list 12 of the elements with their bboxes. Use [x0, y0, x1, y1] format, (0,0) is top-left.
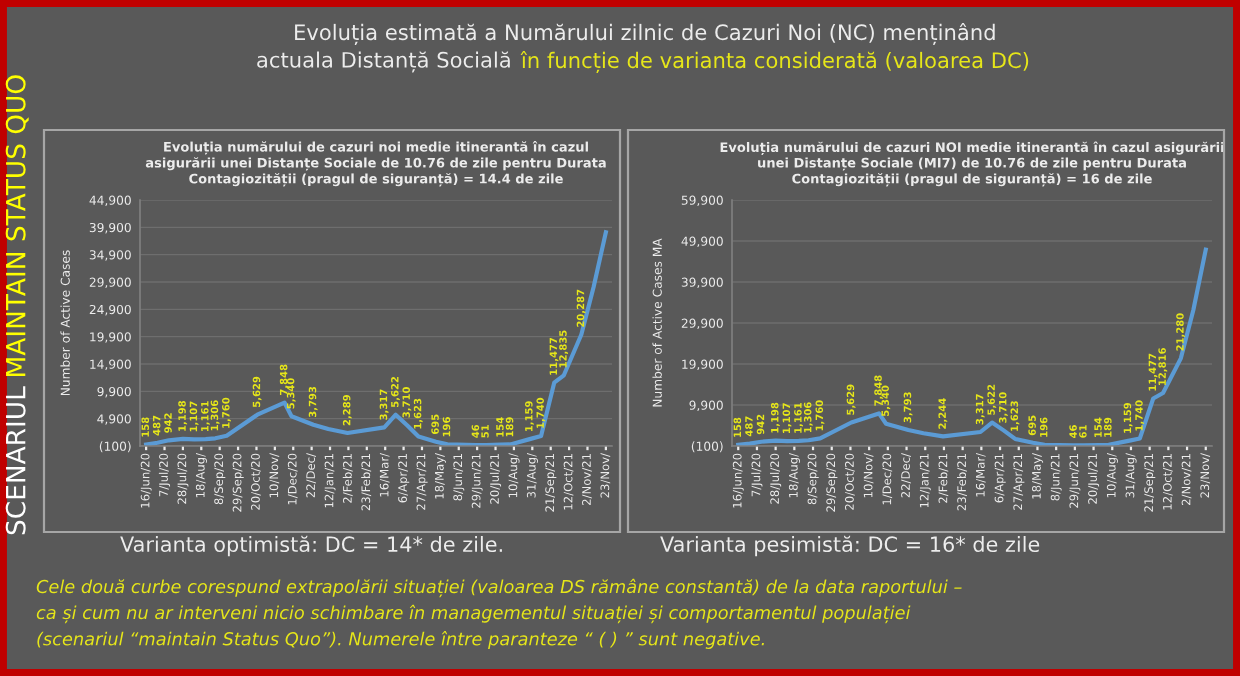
text: (scenariul “maintain Status Quo”). Numerele între paranteze “ ( ) ” sunt negative.: [37, 631, 764, 649]
text: ca și cum nu ar interveni nicio schimbare în managementul situației și comportamentul populației: [36, 604, 911, 624]
text: MAINTAIN STATUS QUO: [5, 75, 29, 376]
text: Evoluția estimată a Numărului zilnic de Cazuri Noi (NC) menținând: [295, 23, 995, 45]
text: Varianta optimistă: DC = 14* de zile.: [120, 535, 502, 557]
text: Cele două curbe corespund extrapolării situației (valoarea DS rămâne constantă) de la data raportului –: [36, 578, 962, 598]
text: Varianta pesimistă: DC = 16* de zile: [660, 535, 1040, 557]
line-series: [736, 247, 1208, 446]
line-series: [144, 230, 608, 446]
text: în funcție de varianta considerată (valoarea DC): [520, 51, 1029, 73]
text: SCENARIUL: [5, 386, 26, 535]
text: actuala Distanță Socială: [257, 51, 510, 73]
